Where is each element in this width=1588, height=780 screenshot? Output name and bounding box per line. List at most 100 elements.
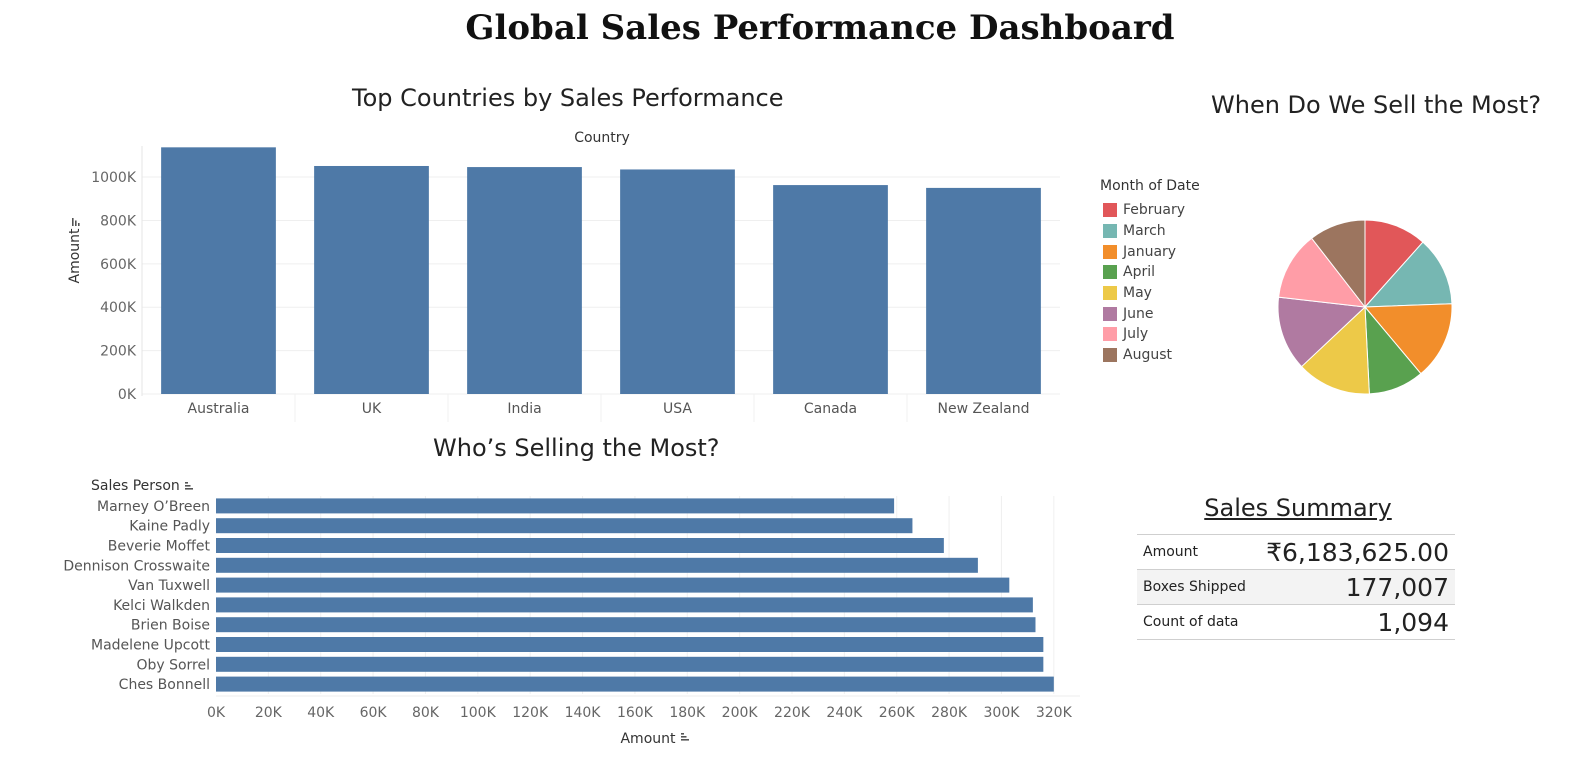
sales-person-label: Kaine Padly: [129, 519, 210, 535]
sales-person-label: Kelci Walkden: [113, 598, 210, 614]
summary-value: 1,094: [1377, 607, 1449, 637]
sales-person-bar: [216, 656, 1044, 672]
country-x-tick-label: India: [507, 401, 541, 417]
sales-person-x-tick-label: 40K: [307, 705, 335, 721]
country-x-tick-label: UK: [362, 401, 382, 417]
pie-slice: [1278, 237, 1367, 308]
summary-row: Count of data 1,094: [1137, 604, 1455, 640]
legend-item[interactable]: January: [1100, 241, 1200, 262]
sales-person-x-tick-label: 160K: [617, 705, 654, 721]
pie-slice: [1363, 303, 1453, 375]
sales-person-bar: [216, 557, 978, 573]
sales-person-x-tick-label: 120K: [512, 705, 549, 721]
country-grid: [141, 146, 1060, 422]
sales-person-x-tick-label: 280K: [931, 705, 968, 721]
country-y-ticks: 0K 200K 400K 600K 800K 1000K: [91, 170, 137, 403]
legend-item[interactable]: August: [1100, 345, 1200, 366]
sales-person-x-tick-label: 300K: [984, 705, 1021, 721]
legend-item[interactable]: May: [1100, 283, 1200, 304]
dashboard-title: Global Sales Performance Dashboard: [465, 8, 1175, 48]
sales-person-bar: [216, 597, 1033, 613]
legend-label: May: [1123, 285, 1152, 302]
country-bar: [314, 165, 429, 394]
legend-item[interactable]: June: [1100, 303, 1200, 324]
legend-title: Month of Date: [1100, 178, 1200, 194]
legend-swatch: [1103, 327, 1117, 342]
country-y-tick-label: 200K: [100, 344, 137, 360]
legend-item[interactable]: July: [1100, 324, 1200, 345]
country-y-tick-label: 0K: [118, 387, 137, 403]
legend-item[interactable]: March: [1100, 221, 1200, 242]
country-bars: [161, 147, 1041, 394]
legend-swatch: [1103, 306, 1117, 321]
sales-person-label: Beverie Moffet: [108, 539, 211, 555]
country-x-tick-label: Canada: [804, 401, 857, 417]
sales-person-x-tick-label: 220K: [774, 705, 811, 721]
month-legend: Month of Date February March January April M…: [1100, 178, 1200, 366]
country-axis-header: Country: [574, 130, 630, 146]
sales-person-bar: [216, 637, 1044, 652]
legend-label: January: [1123, 243, 1177, 260]
pie-slice: [1277, 296, 1367, 368]
sales-person-bar: [216, 498, 895, 514]
country-x-tick-label: New Zealand: [938, 401, 1030, 417]
sales-summary-title: Sales Summary: [1204, 494, 1392, 522]
sales-person-x-ticks: 0K 20K 40K 60K 80K 100K 120K 140K 160K 180K 200K 22…: [207, 705, 1073, 721]
legend-item[interactable]: April: [1100, 262, 1200, 283]
pie-slice: [1364, 219, 1424, 309]
sales-person-x-tick-label: 0K: [207, 705, 226, 721]
legend-label: June: [1123, 305, 1154, 322]
legend-item[interactable]: February: [1100, 200, 1200, 221]
legend-swatch: [1103, 244, 1117, 259]
sales-person-x-tick-label: 80K: [412, 705, 440, 721]
country-x-tick-label: Australia: [188, 401, 250, 417]
summary-value: 177,007: [1345, 572, 1449, 602]
country-y-tick-label: 400K: [100, 300, 137, 316]
sales-person-label: Oby Sorrel: [136, 657, 210, 673]
legend-label: July: [1123, 326, 1149, 343]
sales-person-x-tick-label: 320K: [1036, 705, 1073, 721]
sales-person-x-tick-label: 180K: [669, 705, 706, 721]
legend-swatch: [1103, 348, 1117, 363]
country-bar: [161, 147, 276, 394]
month-chart-title: When Do We Sell the Most?: [1211, 91, 1542, 119]
legend-swatch: [1103, 286, 1117, 301]
country-x-labels: Australia UK India USA Canada New Zealand: [188, 401, 1030, 417]
sales-person-bars: [216, 498, 1054, 692]
legend-swatch: [1103, 224, 1117, 239]
pie-slice: [1363, 241, 1453, 308]
summary-label: Count of data: [1143, 614, 1239, 630]
country-y-tick-label: 1000K: [91, 170, 137, 186]
sales-person-label: Ches Bonnell: [119, 677, 210, 693]
sales-person-chart-title: Who’s Selling the Most?: [433, 434, 720, 462]
sort-ascending-icon[interactable]: [185, 482, 193, 490]
country-bar: [620, 169, 735, 394]
country-bar: [467, 167, 582, 394]
sales-person-bar-chart: Sales Person Marney O’Breen Kaine Padly Be…: [63, 478, 1080, 747]
sales-person-bar: [216, 676, 1054, 692]
sales-person-x-tick-label: 240K: [826, 705, 863, 721]
sales-person-label: Brien Boise: [131, 618, 210, 634]
sales-person-label: Marney O’Breen: [97, 499, 210, 515]
sort-ascending-icon[interactable]: [681, 733, 689, 741]
sales-person-header: Sales Person: [91, 478, 180, 494]
sort-descending-icon[interactable]: [72, 218, 80, 226]
legend-label: August: [1123, 347, 1172, 364]
summary-label: Boxes Shipped: [1143, 579, 1246, 595]
pie-slice: [1310, 219, 1366, 309]
legend-label: April: [1123, 264, 1155, 281]
sales-summary: Sales Summary Amount ₹6,183,625.00 Boxes…: [1137, 494, 1455, 640]
country-y-tick-label: 600K: [100, 257, 137, 273]
country-bar: [926, 187, 1041, 394]
country-bar: [773, 185, 888, 394]
country-y-tick-label: 800K: [100, 213, 137, 229]
sales-person-bar: [216, 617, 1036, 633]
sales-person-x-axis-label: Amount: [620, 731, 676, 747]
sales-person-bar: [216, 577, 1010, 593]
pie-slice: [1300, 305, 1370, 395]
summary-label: Amount: [1143, 544, 1199, 560]
sales-person-x-tick-label: 20K: [255, 705, 283, 721]
summary-value: ₹6,183,625.00: [1266, 537, 1449, 567]
sales-person-x-tick-label: 140K: [565, 705, 602, 721]
sales-person-bar: [216, 538, 944, 553]
